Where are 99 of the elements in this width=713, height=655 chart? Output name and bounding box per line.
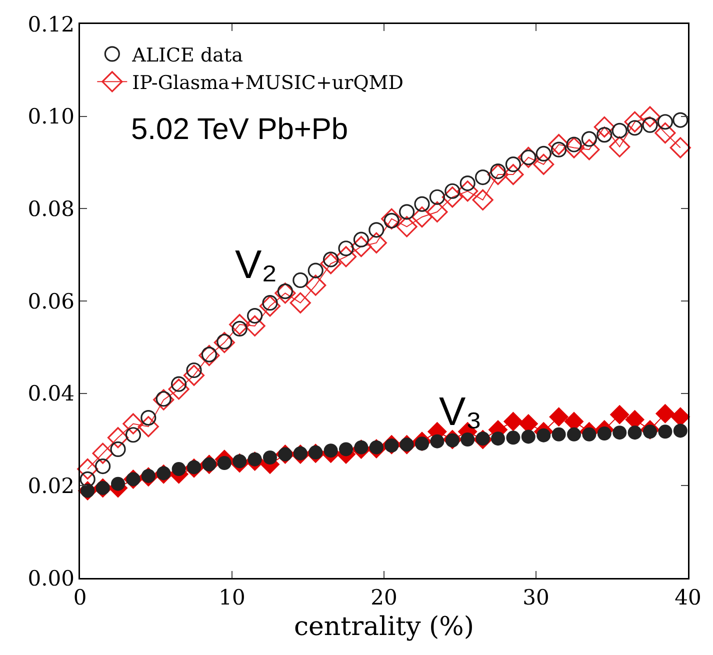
point: [581, 131, 597, 147]
point: [536, 146, 552, 162]
point: [95, 458, 111, 474]
point: [657, 114, 673, 130]
point: [366, 232, 387, 254]
point: [308, 262, 324, 278]
point: [290, 292, 311, 314]
point: [628, 426, 642, 440]
point: [172, 462, 186, 476]
y-tick-label: 0.00: [28, 566, 74, 590]
point: [381, 208, 402, 230]
point: [594, 116, 615, 138]
annotation: 5.02 TeV Pb+Pb: [131, 113, 348, 146]
point: [567, 427, 581, 442]
point: [475, 169, 491, 186]
y-tick-label: 0.04: [28, 382, 74, 406]
point: [320, 253, 342, 274]
point: [111, 476, 125, 491]
point: [672, 112, 688, 128]
point: [368, 222, 384, 238]
point: [274, 282, 296, 304]
y-tick-label: 0.02: [28, 474, 74, 498]
point: [292, 272, 308, 288]
point: [426, 201, 448, 222]
x-tick-label: 20: [370, 586, 398, 610]
y-tick-label: 0.12: [28, 12, 74, 36]
point: [168, 378, 190, 400]
point: [263, 450, 277, 465]
y-tick-label: 0.08: [28, 197, 74, 222]
point: [140, 410, 156, 426]
point: [153, 389, 174, 410]
point: [639, 106, 661, 128]
point: [491, 432, 505, 446]
point: [612, 122, 628, 138]
annotation: V₂: [235, 243, 278, 287]
point: [460, 432, 475, 446]
point: [487, 164, 509, 186]
point: [642, 117, 658, 133]
legend-label: ALICE data: [131, 44, 243, 66]
point: [503, 412, 523, 432]
point: [457, 180, 478, 202]
point: [429, 189, 445, 205]
point: [506, 430, 520, 445]
point: [549, 407, 569, 427]
x-tick-label: 30: [522, 586, 550, 610]
point: [411, 206, 433, 228]
annotation: V₃: [439, 390, 482, 434]
point: [624, 111, 646, 132]
point: [563, 137, 585, 158]
point: [122, 413, 144, 434]
point: [430, 434, 444, 448]
point: [552, 427, 566, 442]
x-tick-label: 0: [73, 586, 87, 610]
point: [658, 424, 672, 439]
point: [217, 456, 232, 470]
point: [214, 332, 235, 354]
point: [80, 471, 96, 487]
point: [505, 156, 521, 172]
point: [350, 236, 372, 258]
point: [548, 134, 570, 156]
point: [339, 442, 353, 456]
point: [609, 136, 630, 158]
x-tick-label: 40: [674, 586, 702, 610]
point: [533, 154, 554, 175]
point: [414, 196, 430, 212]
y-tick-label: 0.06: [28, 289, 74, 314]
point: [259, 296, 281, 317]
x-axis-title: centrality (%): [294, 612, 474, 642]
point: [244, 315, 266, 336]
point: [396, 216, 418, 238]
point: [138, 416, 159, 438]
x-tick-label: 10: [218, 586, 246, 610]
point: [655, 404, 675, 424]
point: [125, 427, 141, 443]
y-tick-label: 0.10: [28, 104, 74, 129]
point: [521, 430, 536, 444]
point: [654, 122, 676, 144]
point: [77, 458, 98, 480]
point: [107, 427, 129, 448]
point: [229, 314, 250, 336]
point: [335, 246, 357, 268]
legend-label: IP-Glasma+MUSIC+urQMD: [132, 72, 404, 94]
point: [578, 139, 600, 160]
point: [442, 186, 463, 208]
point: [670, 137, 691, 158]
point: [183, 364, 205, 386]
point: [92, 442, 114, 464]
point: [610, 404, 630, 424]
point: [305, 274, 326, 296]
point: [597, 426, 612, 440]
point: [472, 189, 494, 210]
point: [198, 344, 220, 366]
point: [399, 204, 415, 220]
point: [673, 424, 688, 438]
point: [247, 308, 263, 324]
point: [536, 428, 551, 442]
point: [502, 164, 524, 186]
point: [110, 441, 126, 457]
point: [612, 426, 627, 440]
